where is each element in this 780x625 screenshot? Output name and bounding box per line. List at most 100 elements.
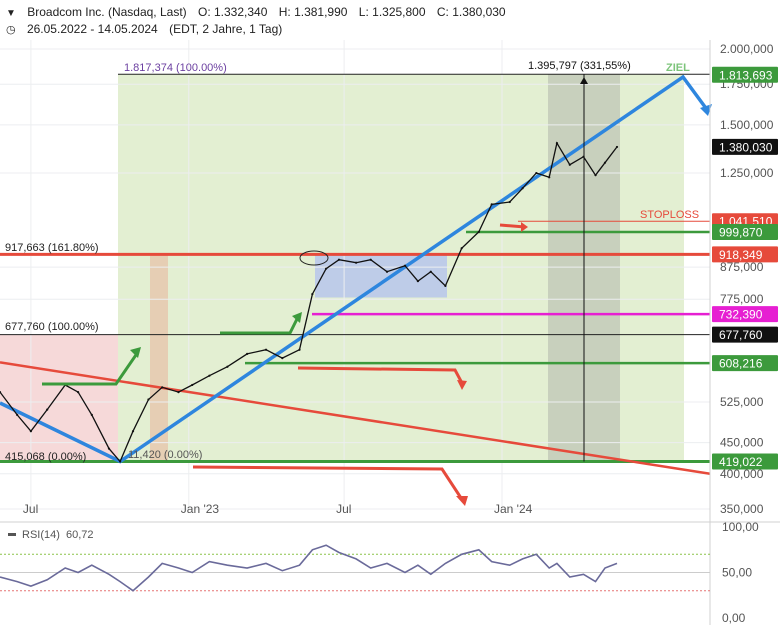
rsi-tick-label: 50,00: [722, 566, 752, 580]
price-tag: [712, 246, 778, 263]
price-tag-label: 419,022: [719, 455, 763, 469]
instrument-title: Broadcom Inc. (Nasdaq, Last): [27, 5, 187, 19]
marker-column: [150, 254, 168, 462]
pivot-marker: [299, 250, 329, 266]
chart-header: ▼ Broadcom Inc. (Nasdaq, Last) O: 1.332,…: [0, 0, 780, 40]
price-point: [16, 413, 19, 416]
green-arrow-head-icon: [130, 347, 141, 358]
header-row-quote: ▼ Broadcom Inc. (Nasdaq, Last) O: 1.332,…: [6, 5, 514, 19]
rsi-value: 60,72: [66, 529, 94, 541]
rsi-line: [0, 544, 618, 592]
chevron-down-icon[interactable]: ▼: [6, 8, 16, 19]
price-tag-label: 732,390: [719, 308, 763, 322]
price-point: [555, 142, 559, 145]
price-point: [191, 383, 194, 387]
rsi-legend-swatch: [8, 533, 16, 536]
y-tick-label: 2.000,000: [720, 42, 774, 56]
y-tick-label: 775,000: [720, 292, 764, 306]
price-point: [416, 280, 420, 283]
price-point: [460, 247, 463, 250]
price-point: [0, 391, 2, 394]
price-point: [119, 460, 122, 463]
price-point: [147, 398, 150, 401]
fib-top-label: 1.817,374 (100.00%): [124, 62, 227, 74]
price-point: [131, 430, 135, 433]
fib-0b-label: 11,420 (0.00%): [128, 449, 202, 461]
header-row-range: ◷ 26.05.2022 - 14.05.2024 (EDT, 2 Jahre,…: [6, 22, 290, 36]
price-point: [161, 386, 164, 389]
red-arrow-head-icon: [457, 380, 467, 390]
y-tick-label: 450,000: [720, 436, 764, 450]
y-tick-label: 875,000: [720, 260, 764, 274]
date-range: 26.05.2022 - 14.05.2024: [26, 22, 158, 36]
price-tag: [712, 355, 778, 372]
price-point: [385, 270, 389, 273]
price-tag: [712, 453, 778, 470]
clock-icon: ◷: [6, 24, 16, 36]
price-tag-label: 999,870: [719, 225, 763, 239]
red-arrow: [297, 366, 464, 384]
price-point: [508, 200, 511, 204]
price-tag-label: 1.380,030: [719, 140, 773, 154]
y-tick-label: 1.500,000: [720, 118, 774, 132]
price-tag: [712, 138, 778, 155]
price-point: [298, 348, 301, 351]
y-tick-label: 1.250,000: [720, 166, 774, 180]
high-value: H: 1.381,990: [278, 5, 348, 19]
price-point: [281, 356, 284, 360]
y-tick-label: 350,000: [720, 502, 764, 516]
price-point: [90, 413, 93, 416]
price-point: [568, 163, 571, 166]
consolidation-box: [315, 254, 447, 298]
y-tick-label: 525,000: [720, 395, 764, 409]
price-tag: [712, 326, 778, 343]
price-point: [594, 174, 597, 177]
price-point: [107, 447, 111, 450]
rsi-name: RSI(14): [22, 529, 60, 541]
price-tag-label: 608,216: [719, 357, 763, 371]
price-point: [46, 408, 49, 411]
red-arrow: [499, 223, 526, 229]
price-point: [521, 187, 524, 190]
price-point: [535, 171, 538, 175]
price-point: [403, 264, 407, 267]
price-point: [429, 270, 432, 273]
arrow-head-icon: [700, 104, 712, 116]
red-arrow: [192, 465, 465, 502]
stoploss-label: STOPLOSS: [640, 209, 699, 221]
price-tag-label: 1.813,693: [719, 68, 773, 82]
price-tag: [712, 306, 778, 323]
price-point: [246, 352, 249, 355]
price-tag-label: 918,349: [719, 248, 763, 262]
price-point: [603, 161, 607, 164]
low-value: L: 1.325,800: [358, 5, 426, 19]
green-arrow: [42, 351, 140, 386]
rsi-tick-label: 0,00: [722, 611, 746, 625]
price-point: [177, 391, 180, 394]
price-point: [264, 348, 268, 351]
price-point: [477, 230, 480, 234]
price-point: [311, 293, 314, 296]
range-info: (EDT, 2 Jahre, 1 Tag): [169, 22, 283, 36]
price-point: [490, 203, 493, 206]
price-point: [76, 391, 80, 394]
x-tick-label: Jul: [23, 502, 38, 516]
price-point: [548, 176, 551, 179]
price-tag: [712, 66, 778, 83]
price-point: [208, 374, 211, 377]
stoploss-zone: [0, 334, 123, 462]
y-tick-label: 400,000: [720, 467, 764, 481]
gain-label: 1.395,797 (331,55%): [528, 60, 631, 72]
price-tag-label: 677,760: [719, 328, 763, 342]
ziel-label: ZIEL: [666, 62, 690, 74]
rsi-tick-label: 100,00: [722, 520, 759, 534]
x-tick-label: Jul: [336, 502, 351, 516]
price-point: [324, 267, 328, 270]
price-point: [444, 284, 447, 288]
green-arrow-head-icon: [292, 312, 302, 323]
price-point: [355, 261, 358, 264]
price-point: [226, 365, 229, 368]
price-point: [615, 145, 619, 149]
x-tick-label: Jan '23: [181, 502, 220, 516]
